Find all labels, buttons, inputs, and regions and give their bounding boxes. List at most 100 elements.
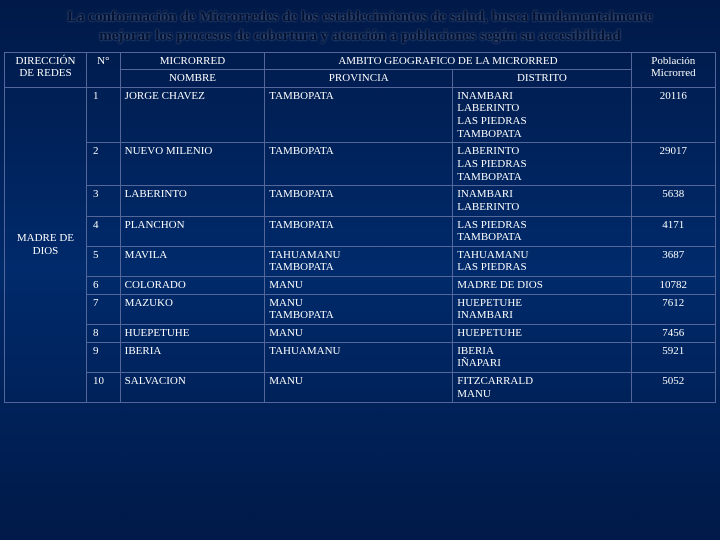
microrred-table: DIRECCIÓN DE REDES N° MICRORRED AMBITO G… [4, 52, 716, 404]
nombre-cell: MAZUKO [120, 294, 265, 324]
table-body: MADRE DE DIOS1JORGE CHAVEZTAMBOPATAINAMB… [5, 87, 716, 402]
distrito-cell: FITZCARRALDMANU [453, 372, 631, 402]
table-row: 4PLANCHONTAMBOPATALAS PIEDRASTAMBOPATA41… [5, 216, 716, 246]
header-poblacion: Población Microrred [631, 52, 715, 87]
provincia-line: TAMBOPATA [269, 145, 448, 158]
nombre-cell: COLORADO [120, 277, 265, 295]
distrito-line: TAHUAMANU [457, 249, 626, 262]
distrito-line: IBERIA [457, 345, 626, 358]
provincia-line: TAMBOPATA [269, 90, 448, 103]
provincia-cell: TAMBOPATA [265, 87, 453, 143]
provincia-line: TAHUAMANU [269, 345, 448, 358]
provincia-cell: MANU [265, 277, 453, 295]
table-row: 10SALVACIONMANUFITZCARRALDMANU5052 [5, 372, 716, 402]
distrito-line: HUEPETUHE [457, 327, 626, 340]
table-row: 8HUEPETUHEMANUHUEPETUHE7456 [5, 325, 716, 343]
table-row: 5MAVILATAHUAMANUTAMBOPATATAHUAMANULAS PI… [5, 246, 716, 276]
provincia-line: TAMBOPATA [269, 219, 448, 232]
poblacion-cell: 3687 [631, 246, 715, 276]
provincia-line: MANU [269, 327, 448, 340]
distrito-cell: IBERIAIÑAPARI [453, 342, 631, 372]
distrito-line: INAMBARI [457, 90, 626, 103]
num-cell: 8 [86, 325, 120, 343]
nombre-cell: LABERINTO [120, 186, 265, 216]
provincia-cell: MANU [265, 372, 453, 402]
provincia-cell: TAHUAMANUTAMBOPATA [265, 246, 453, 276]
distrito-line: TAMBOPATA [457, 171, 626, 184]
title-text: La conformación de Microrredes de los es… [40, 8, 680, 46]
provincia-line: MANU [269, 279, 448, 292]
nombre-cell: MAVILA [120, 246, 265, 276]
table-row: 9IBERIATAHUAMANUIBERIAIÑAPARI5921 [5, 342, 716, 372]
microrred-table-wrap: DIRECCIÓN DE REDES N° MICRORRED AMBITO G… [0, 52, 720, 404]
provincia-cell: TAHUAMANU [265, 342, 453, 372]
distrito-cell: INAMBARILABERINTO [453, 186, 631, 216]
distrito-cell: INAMBARILABERINTOLAS PIEDRASTAMBOPATA [453, 87, 631, 143]
distrito-line: LABERINTO [457, 201, 626, 214]
distrito-line: HUEPETUHE [457, 297, 626, 310]
distrito-line: LAS PIEDRAS [457, 115, 626, 128]
header-microrred-group: MICRORRED [120, 52, 265, 70]
num-cell: 6 [86, 277, 120, 295]
nombre-cell: PLANCHON [120, 216, 265, 246]
distrito-line: TAMBOPATA [457, 231, 626, 244]
table-row: 7MAZUKOMANUTAMBOPATA HUEPETUHEINAMBARI 761… [5, 294, 716, 324]
page-title: La conformación de Microrredes de los es… [0, 0, 720, 52]
table-row: MADRE DE DIOS1JORGE CHAVEZTAMBOPATAINAMB… [5, 87, 716, 143]
distrito-line: LABERINTO [457, 102, 626, 115]
distrito-line: FITZCARRALD [457, 375, 626, 388]
nombre-cell: JORGE CHAVEZ [120, 87, 265, 143]
num-cell: 10 [86, 372, 120, 402]
nombre-cell: IBERIA [120, 342, 265, 372]
table-row: 6COLORADO MANU MADRE DE DIOS 10782 [5, 277, 716, 295]
table-row: 3LABERINTOTAMBOPATAINAMBARILABERINTO5638 [5, 186, 716, 216]
provincia-line: TAMBOPATA [269, 188, 448, 201]
provincia-line: TAMBOPATA [269, 261, 448, 274]
distrito-line: IÑAPARI [457, 357, 626, 370]
nombre-cell: SALVACION [120, 372, 265, 402]
poblacion-cell: 4171 [631, 216, 715, 246]
provincia-cell: TAMBOPATA [265, 216, 453, 246]
header-num: N° [86, 52, 120, 87]
poblacion-cell: 5921 [631, 342, 715, 372]
num-cell: 3 [86, 186, 120, 216]
num-cell: 5 [86, 246, 120, 276]
distrito-line: LAS PIEDRAS [457, 158, 626, 171]
distrito-cell: HUEPETUHE [453, 325, 631, 343]
direccion-cell: MADRE DE DIOS [5, 87, 87, 402]
distrito-cell: TAHUAMANULAS PIEDRAS [453, 246, 631, 276]
distrito-line: LAS PIEDRAS [457, 261, 626, 274]
distrito-line: INAMBARI [457, 188, 626, 201]
nombre-cell: NUEVO MILENIO [120, 143, 265, 186]
poblacion-cell: 5052 [631, 372, 715, 402]
provincia-line: MANU [269, 375, 448, 388]
num-cell: 1 [86, 87, 120, 143]
header-direccion: DIRECCIÓN DE REDES [5, 52, 87, 87]
distrito-line: LAS PIEDRAS [457, 219, 626, 232]
provincia-cell: MANU [265, 325, 453, 343]
distrito-line: TAMBOPATA [457, 128, 626, 141]
header-nombre: NOMBRE [120, 70, 265, 88]
distrito-line: MADRE DE DIOS [457, 279, 626, 292]
distrito-line: INAMBARI [457, 309, 626, 322]
distrito-line: MANU [457, 388, 626, 401]
num-cell: 7 [86, 294, 120, 324]
distrito-cell: LAS PIEDRASTAMBOPATA [453, 216, 631, 246]
table-header: DIRECCIÓN DE REDES N° MICRORRED AMBITO G… [5, 52, 716, 87]
provincia-cell: TAMBOPATA [265, 186, 453, 216]
header-provincia: PROVINCIA [265, 70, 453, 88]
num-cell: 4 [86, 216, 120, 246]
table-row: 2NUEVO MILENIO TAMBOPATA LABERINTOLAS PIED… [5, 143, 716, 186]
poblacion-cell: 10782 [631, 277, 715, 295]
nombre-cell: HUEPETUHE [120, 325, 265, 343]
num-cell: 2 [86, 143, 120, 186]
header-ambito-group: AMBITO GEOGRAFICO DE LA MICRORRED [265, 52, 631, 70]
provincia-line: MANU [269, 297, 448, 310]
provincia-cell: MANUTAMBOPATA [265, 294, 453, 324]
poblacion-cell: 29017 [631, 143, 715, 186]
poblacion-cell: 7456 [631, 325, 715, 343]
distrito-cell: MADRE DE DIOS [453, 277, 631, 295]
distrito-line: LABERINTO [457, 145, 626, 158]
num-cell: 9 [86, 342, 120, 372]
poblacion-cell: 7612 [631, 294, 715, 324]
